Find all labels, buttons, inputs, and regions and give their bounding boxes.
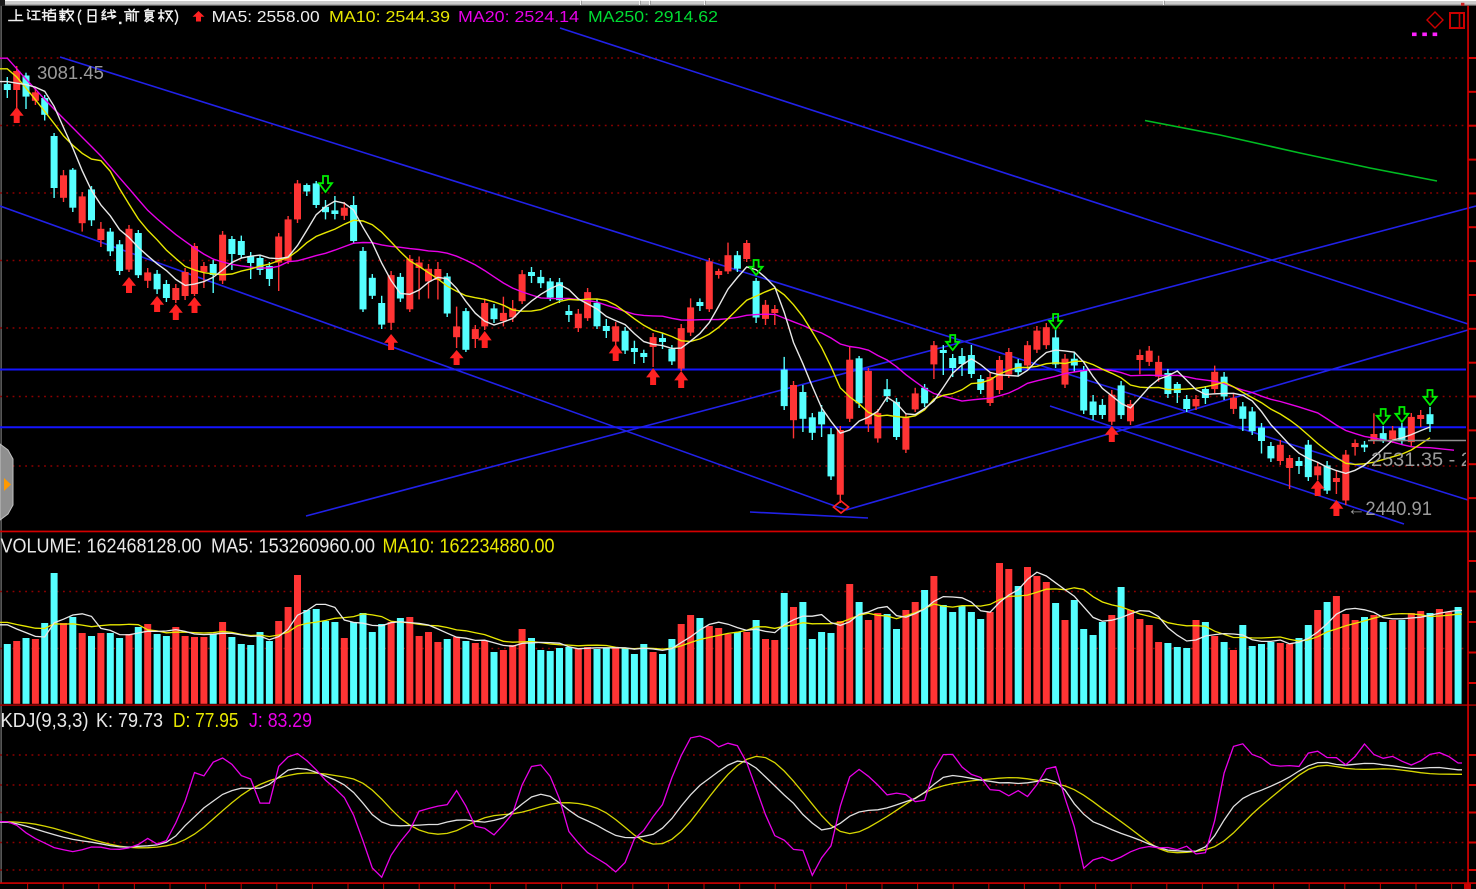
svg-text:MA5: 153260960.00: MA5: 153260960.00 xyxy=(211,536,375,558)
svg-text:J: 83.29: J: 83.29 xyxy=(249,710,312,732)
svg-text:KDJ(9,3,3): KDJ(9,3,3) xyxy=(1,710,89,732)
svg-text:K: 79.73: K: 79.73 xyxy=(96,710,163,732)
svg-text:MA5: 2558.00: MA5: 2558.00 xyxy=(212,9,320,26)
svg-text:MA10: 162234880.00: MA10: 162234880.00 xyxy=(383,536,555,558)
svg-text:D: 77.95: D: 77.95 xyxy=(173,710,239,732)
svg-text:3081.45: 3081.45 xyxy=(37,63,104,83)
svg-text:←2440.91: ←2440.91 xyxy=(1347,499,1432,520)
svg-text:2531.35 - 25: 2531.35 - 25 xyxy=(1371,450,1476,471)
svg-text:MA250: 2914.62: MA250: 2914.62 xyxy=(588,9,718,26)
svg-text:MA10: 2544.39: MA10: 2544.39 xyxy=(329,9,450,26)
svg-text:MA20: 2524.14: MA20: 2524.14 xyxy=(458,9,579,26)
svg-text:VOLUME: 162468128.00: VOLUME: 162468128.00 xyxy=(1,536,202,558)
